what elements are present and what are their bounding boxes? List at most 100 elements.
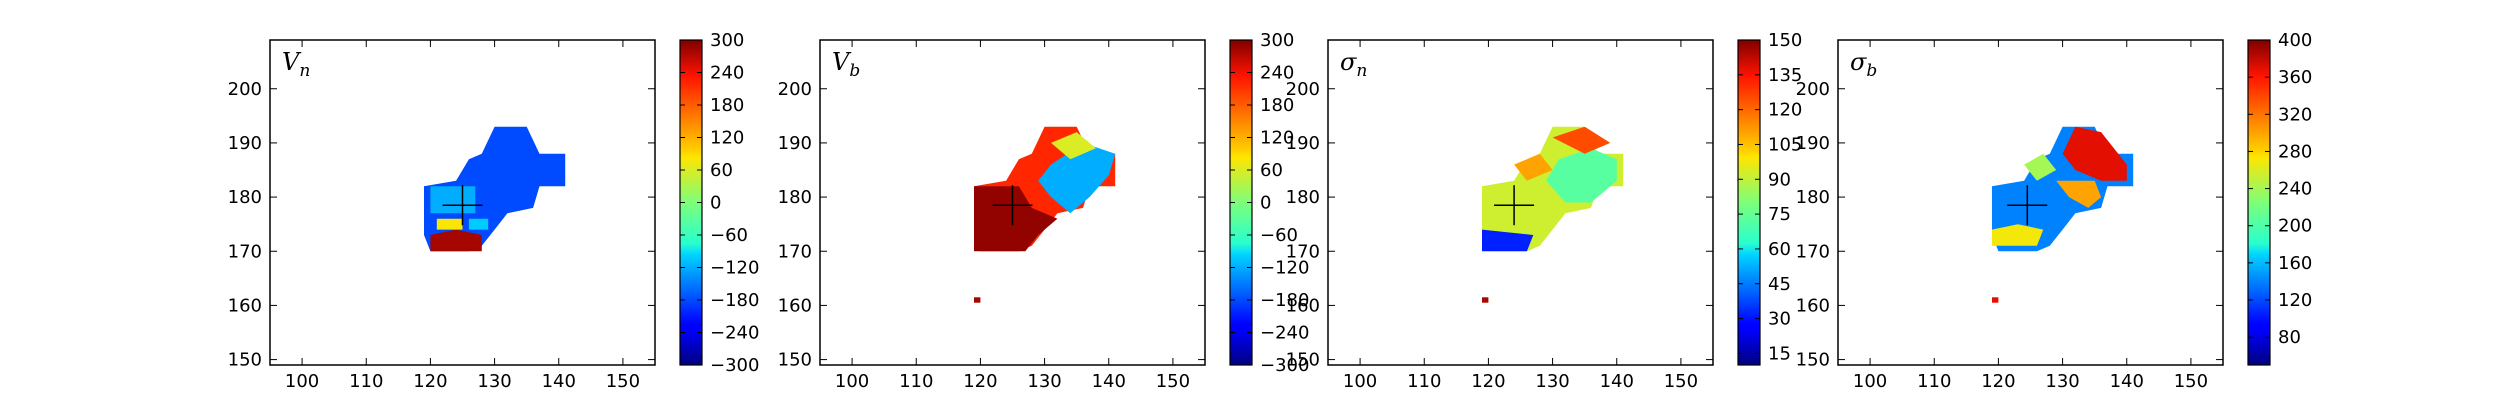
panel-2: 100 110 120 130 140 150 150 160 170 180 190 200 Vb −3… — [778, 30, 1310, 392]
heatmap-1 — [424, 126, 566, 252]
y-tick-label-3-5: 200 — [1286, 79, 1320, 100]
colorbar-tick-label-4-8: 400 — [2278, 30, 2312, 51]
heatmap-4 — [1992, 126, 2134, 303]
heatmap-region-1-4 — [468, 218, 489, 230]
x-tick-label-2-0: 100 — [835, 371, 869, 392]
y-tick-label-2-4: 190 — [778, 133, 812, 154]
y-tick-label-3-2: 170 — [1286, 241, 1320, 262]
y-tick-label-4-1: 160 — [1796, 295, 1830, 316]
panel-title-base-1: V — [282, 48, 302, 76]
panel-title-base-4: σ — [1850, 48, 1867, 76]
y-tick-label-1-0: 150 — [228, 350, 262, 371]
y-tick-label-2-3: 180 — [778, 187, 812, 208]
colorbar-tick-label-1-0: −300 — [710, 355, 759, 376]
heatmap-region-1-2 — [430, 229, 482, 252]
plot-frame-1 — [269, 39, 656, 366]
colorbar-tick-label-1-1: −240 — [710, 323, 759, 344]
panel-title-base-3: σ — [1340, 48, 1357, 76]
x-tick-label-3-0: 100 — [1343, 371, 1377, 392]
colorbar-tick-label-4-1: 120 — [2278, 290, 2312, 311]
colorbar-tick-label-2-5: 0 — [1260, 193, 1271, 214]
x-tick-label-2-3: 130 — [1027, 371, 1061, 392]
panel-3: 100 110 120 130 140 150 150 160 170 180 190 200 σn 15… — [1286, 30, 1803, 392]
panel-title-1: Vn — [282, 48, 310, 81]
panel-title-sub-3: n — [1356, 61, 1367, 81]
y-tick-label-1-1: 160 — [228, 295, 262, 316]
colorbar-tick-label-1-10: 300 — [710, 30, 744, 51]
colorbar-tick-label-2-3: −120 — [1260, 258, 1309, 279]
heatmap-region-2-3 — [1038, 142, 1116, 214]
panel-title-3: σn — [1340, 48, 1367, 81]
colorbar-tick-label-4-4: 240 — [2278, 179, 2312, 200]
y-tick-label-4-0: 150 — [1796, 350, 1830, 371]
colorbar-tick-label-3-9: 150 — [1768, 30, 1802, 51]
colorbar-tick-label-3-4: 75 — [1768, 204, 1791, 225]
heatmap-3 — [1482, 126, 1624, 303]
heatmap-region-4-3 — [2062, 126, 2127, 181]
panel-title-4: σb — [1850, 48, 1877, 81]
x-tick-label-4-3: 130 — [2045, 371, 2079, 392]
y-tick-label-4-4: 190 — [1796, 133, 1830, 154]
heatmap-region-3-5 — [1482, 229, 1534, 252]
colorbar-tick-label-2-6: 60 — [1260, 160, 1283, 181]
y-tick-label-3-3: 180 — [1286, 187, 1320, 208]
heatmap-region-2-2 — [974, 186, 1058, 252]
panel-title-sub-4: b — [1866, 61, 1877, 81]
colorbar-tick-label-4-3: 200 — [2278, 216, 2312, 237]
colorbar-tick-label-2-0: −300 — [1260, 355, 1309, 376]
panel-1: 100 110 120 130 140 150 150 160 170 180 190 200 Vn −3… — [228, 30, 760, 392]
x-tick-label-1-4: 140 — [542, 371, 576, 392]
heatmap-region-4-4 — [2056, 180, 2102, 208]
x-tick-label-3-5: 150 — [1664, 371, 1698, 392]
colorbar-tick-label-3-2: 45 — [1768, 274, 1791, 295]
panel-title-sub-1: n — [299, 61, 310, 81]
heatmap-region-4-2 — [1992, 224, 2044, 246]
heatmap-region-1-3 — [436, 218, 463, 230]
colorbar-tick-label-2-1: −240 — [1260, 323, 1309, 344]
x-tick-label-1-5: 150 — [606, 371, 640, 392]
colorbar-tick-label-1-2: −180 — [710, 290, 759, 311]
x-tick-label-1-0: 100 — [285, 371, 319, 392]
plot-frame-3 — [1327, 39, 1714, 366]
x-tick-label-1-3: 130 — [477, 371, 511, 392]
heatmap-2 — [974, 126, 1116, 303]
colorbar-tick-label-2-9: 240 — [1260, 63, 1294, 84]
heatmap-region-2-5 — [974, 297, 981, 303]
panel-4: 100 110 120 130 140 150 150 160 170 180 190 200 σb 80… — [1796, 30, 2313, 392]
panel-title-base-2: V — [832, 48, 852, 76]
colorbar-tick-label-2-10: 300 — [1260, 30, 1294, 51]
x-tick-label-4-5: 150 — [2174, 371, 2208, 392]
panel-title-sub-2: b — [849, 61, 860, 81]
x-tick-label-4-4: 140 — [2110, 371, 2144, 392]
colorbar-tick-label-1-9: 240 — [710, 63, 744, 84]
colorbar-tick-label-1-8: 180 — [710, 95, 744, 116]
heatmap-region-3-2 — [1546, 148, 1617, 203]
y-tick-label-1-5: 200 — [228, 79, 262, 100]
y-tick-label-3-0: 150 — [1286, 350, 1320, 371]
x-tick-label-2-4: 140 — [1092, 371, 1126, 392]
heatmap-region-3-4 — [1514, 153, 1553, 181]
colorbar-tick-label-3-8: 135 — [1768, 65, 1802, 86]
colorbar-tick-label-3-6: 105 — [1768, 134, 1802, 155]
heatmap-region-2-4 — [1051, 132, 1096, 160]
colorbar-4 — [2247, 39, 2271, 366]
colorbar-tick-label-1-5: 0 — [710, 193, 721, 214]
colorbar-tick-label-3-0: 15 — [1768, 343, 1791, 364]
y-tick-label-1-4: 190 — [228, 133, 262, 154]
y-tick-label-2-0: 150 — [778, 350, 812, 371]
x-tick-label-4-0: 100 — [1853, 371, 1887, 392]
colorbar-tick-label-4-2: 160 — [2278, 253, 2312, 274]
colorbar-tick-label-2-8: 180 — [1260, 95, 1294, 116]
x-tick-label-4-1: 110 — [1917, 371, 1951, 392]
y-tick-label-3-1: 160 — [1286, 295, 1320, 316]
plot-frame-4 — [1837, 39, 2224, 366]
x-tick-label-3-1: 110 — [1407, 371, 1441, 392]
colorbar-tick-label-3-1: 30 — [1768, 309, 1791, 330]
heatmap-region-3-6 — [1482, 297, 1489, 303]
heatmap-region-4-6 — [1992, 297, 1999, 303]
y-tick-label-4-2: 170 — [1796, 241, 1830, 262]
x-tick-label-2-1: 110 — [899, 371, 933, 392]
y-tick-label-4-5: 200 — [1796, 79, 1830, 100]
colorbar-3 — [1737, 39, 1761, 366]
